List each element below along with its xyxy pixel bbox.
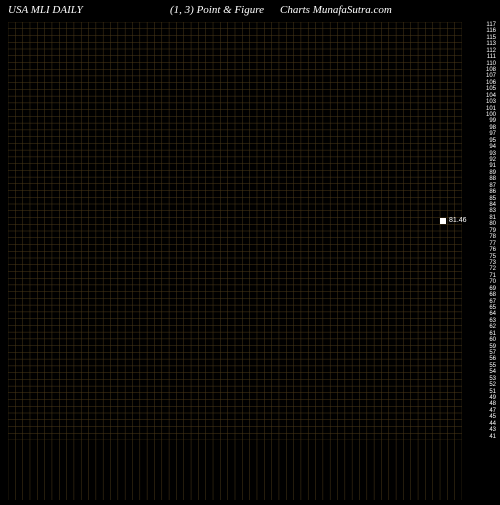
y-axis-label: 44 <box>489 421 496 427</box>
y-axis-label: 76 <box>489 247 496 253</box>
baseline-grid <box>8 440 462 500</box>
y-axis-label: 43 <box>489 427 496 433</box>
y-axis-label: 51 <box>489 389 496 395</box>
y-axis-label: 48 <box>489 401 496 407</box>
y-axis-label: 101 <box>486 106 496 112</box>
y-axis-label: 57 <box>489 350 496 356</box>
y-axis-label: 95 <box>489 138 496 144</box>
y-axis-label: 85 <box>489 196 496 202</box>
y-axis-label: 99 <box>489 118 496 124</box>
y-axis-label: 52 <box>489 382 496 388</box>
chart-header: USA MLI DAILY (1, 3) Point & Figure Char… <box>0 4 500 22</box>
y-axis-label: 47 <box>489 408 496 414</box>
y-axis-label: 113 <box>486 41 496 47</box>
y-axis-label: 41 <box>489 434 496 440</box>
y-axis-label: 81 <box>489 215 496 221</box>
config-label: (1, 3) Point & Figure <box>170 4 264 16</box>
y-axis-label: 84 <box>489 202 496 208</box>
y-axis-label: 68 <box>489 292 496 298</box>
y-axis-label: 60 <box>489 337 496 343</box>
baseline-area <box>8 440 462 500</box>
ticker-label: USA MLI DAILY <box>8 4 83 16</box>
y-axis-label: 86 <box>489 189 496 195</box>
y-axis-label: 89 <box>489 170 496 176</box>
y-axis-label: 64 <box>489 311 496 317</box>
y-axis-label: 93 <box>489 151 496 157</box>
y-axis-label: 100 <box>486 112 496 118</box>
y-axis-label: 63 <box>489 318 496 324</box>
y-axis-label: 117 <box>486 22 496 28</box>
y-axis-label: 103 <box>486 99 496 105</box>
y-axis-label: 59 <box>489 344 496 350</box>
y-axis-label: 54 <box>489 369 496 375</box>
y-axis-label: 69 <box>489 286 496 292</box>
y-axis-label: 116 <box>486 28 496 34</box>
y-axis-label: 71 <box>489 273 496 279</box>
y-axis-label: 78 <box>489 234 496 240</box>
y-axis-label: 111 <box>487 54 496 60</box>
y-axis-label: 88 <box>489 176 496 182</box>
y-axis-label: 105 <box>486 86 496 92</box>
y-axis-label: 53 <box>489 376 496 382</box>
y-axis-label: 55 <box>489 363 496 369</box>
y-axis-label: 77 <box>489 241 496 247</box>
y-axis-label: 108 <box>486 67 496 73</box>
price-marker-box <box>440 218 446 224</box>
y-axis-label: 73 <box>489 260 496 266</box>
y-axis-label: 92 <box>489 157 496 163</box>
source-label: Charts MunafaSutra.com <box>280 4 392 16</box>
y-axis-label: 65 <box>489 305 496 311</box>
y-axis-label: 115 <box>486 35 496 41</box>
y-axis-label: 79 <box>489 228 496 234</box>
y-axis-label: 94 <box>489 144 496 150</box>
y-axis-label: 45 <box>489 414 496 420</box>
price-marker-label: 81.46 <box>449 217 467 224</box>
y-axis-label: 49 <box>489 395 496 401</box>
y-axis-label: 104 <box>486 93 496 99</box>
y-axis-label: 112 <box>486 48 496 54</box>
y-axis-label: 67 <box>489 299 496 305</box>
y-axis-label: 80 <box>489 221 496 227</box>
y-axis-label: 91 <box>489 163 496 169</box>
y-axis-label: 98 <box>489 125 496 131</box>
y-axis-label: 106 <box>486 80 496 86</box>
pnf-symbols <box>8 22 462 440</box>
y-axis-label: 83 <box>489 208 496 214</box>
y-axis-label: 110 <box>486 61 496 67</box>
y-axis-label: 87 <box>489 183 496 189</box>
y-axis-label: 107 <box>486 73 496 79</box>
y-axis-label: 56 <box>489 356 496 362</box>
chart-area: 81.46 <box>8 22 462 440</box>
y-axis-label: 70 <box>489 279 496 285</box>
y-axis-label: 75 <box>489 254 496 260</box>
y-axis: 1171161151131121111101081071061051041031… <box>466 22 498 440</box>
y-axis-label: 72 <box>489 266 496 272</box>
y-axis-label: 62 <box>489 324 496 330</box>
y-axis-label: 97 <box>489 131 496 137</box>
y-axis-label: 61 <box>489 331 496 337</box>
